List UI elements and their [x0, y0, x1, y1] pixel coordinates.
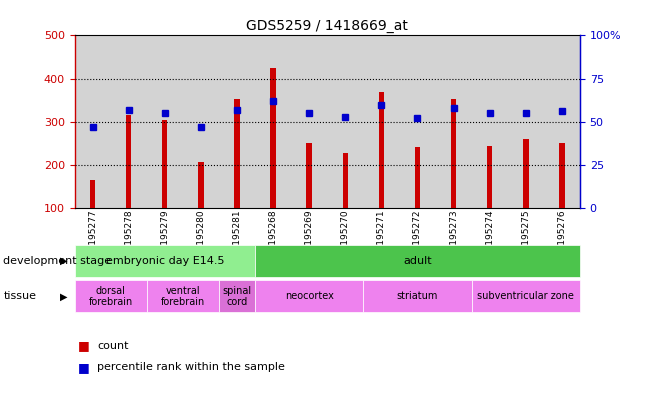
Text: adult: adult — [403, 256, 432, 266]
Text: subventricular zone: subventricular zone — [478, 291, 574, 301]
Text: spinal
cord: spinal cord — [222, 286, 251, 307]
Bar — [487, 145, 492, 208]
Bar — [235, 99, 240, 208]
Bar — [327, 35, 364, 208]
Bar — [523, 139, 529, 208]
Bar — [435, 35, 472, 208]
Text: ■: ■ — [78, 339, 89, 353]
Text: ■: ■ — [78, 361, 89, 374]
Text: ▶: ▶ — [60, 256, 68, 266]
Bar — [307, 143, 312, 208]
Text: tissue: tissue — [3, 291, 36, 301]
Bar — [162, 119, 167, 208]
Text: embryonic day E14.5: embryonic day E14.5 — [106, 256, 224, 266]
Bar — [508, 35, 544, 208]
Title: GDS5259 / 1418669_at: GDS5259 / 1418669_at — [246, 19, 408, 33]
Bar — [378, 92, 384, 208]
Text: count: count — [97, 341, 129, 351]
Bar — [544, 35, 580, 208]
Bar — [111, 35, 146, 208]
Text: striatum: striatum — [397, 291, 438, 301]
Text: ventral
forebrain: ventral forebrain — [161, 286, 205, 307]
Bar — [415, 147, 420, 208]
Bar — [126, 116, 132, 208]
Bar — [343, 153, 348, 208]
Bar — [364, 35, 399, 208]
Text: ▶: ▶ — [60, 291, 68, 301]
Bar — [75, 35, 111, 208]
Bar — [270, 68, 276, 208]
Text: development stage: development stage — [3, 256, 111, 266]
Bar — [399, 35, 435, 208]
Bar — [291, 35, 327, 208]
Text: dorsal
forebrain: dorsal forebrain — [89, 286, 133, 307]
Text: neocortex: neocortex — [284, 291, 334, 301]
Bar — [183, 35, 219, 208]
Bar — [559, 143, 564, 208]
Bar — [451, 99, 456, 208]
Bar — [255, 35, 291, 208]
Text: percentile rank within the sample: percentile rank within the sample — [97, 362, 285, 373]
Bar — [198, 162, 203, 208]
Bar — [219, 35, 255, 208]
Bar — [146, 35, 183, 208]
Bar — [472, 35, 508, 208]
Bar — [90, 180, 95, 208]
